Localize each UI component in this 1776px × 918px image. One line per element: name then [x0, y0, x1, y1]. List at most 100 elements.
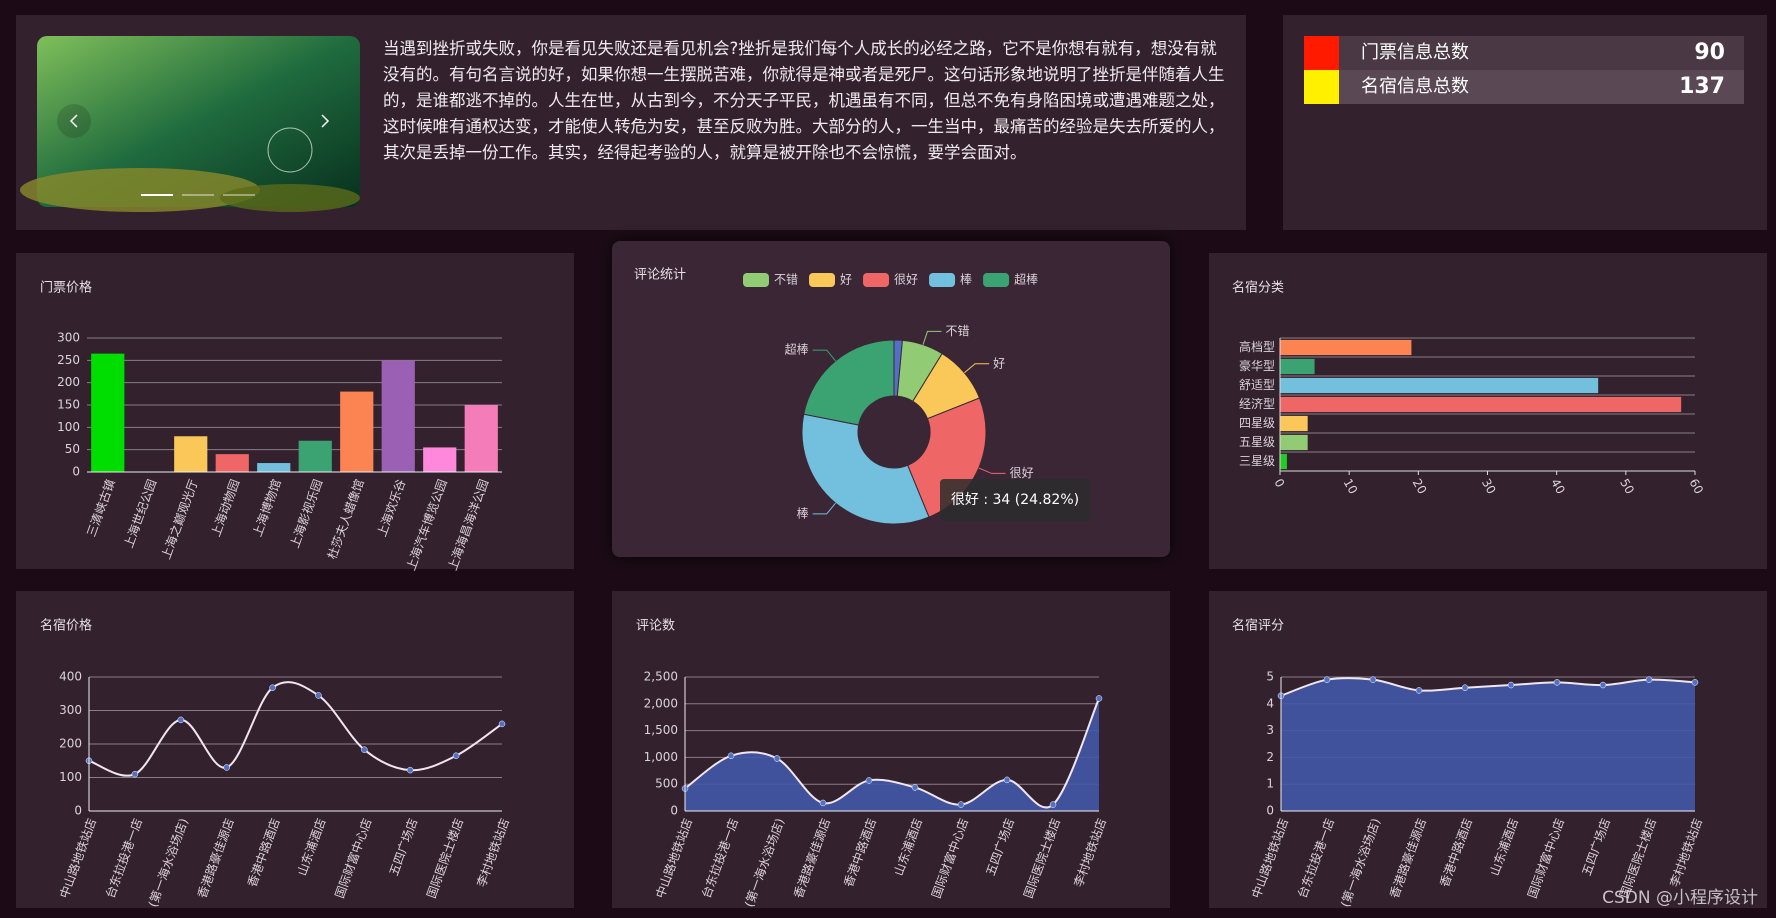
bar	[1280, 396, 1682, 413]
point	[727, 752, 735, 760]
chart-panel	[612, 591, 1170, 908]
y-tick-label: 2,500	[644, 670, 678, 684]
point	[1461, 684, 1469, 691]
legend-swatch	[863, 273, 890, 287]
bar	[1280, 415, 1308, 432]
chart-title: 门票价格	[40, 280, 92, 296]
tooltip-box	[940, 479, 1090, 521]
legend-label: 超棒	[1014, 272, 1038, 287]
point	[498, 720, 506, 728]
prev-arrow	[69, 114, 78, 128]
bar	[1280, 453, 1287, 470]
point	[819, 799, 827, 807]
y-tick-label: 250	[57, 353, 80, 367]
y-tick-label: 0	[670, 804, 678, 818]
legend-label: 棒	[960, 273, 972, 287]
point	[1553, 679, 1561, 686]
watermark: CSDN @小程序设计	[1602, 888, 1758, 908]
bar	[1280, 358, 1315, 375]
y-tick-label: 300	[59, 703, 82, 717]
area	[1281, 677, 1695, 811]
prev-button[interactable]	[57, 104, 91, 138]
y-tick-label: 三星级	[1239, 454, 1275, 468]
y-tick-label: 四星级	[1239, 416, 1275, 430]
line	[1280, 677, 1696, 697]
point	[865, 777, 873, 784]
y-tick-label: 五星级	[1239, 435, 1275, 449]
leader-line	[922, 330, 942, 345]
stat-swatch	[1304, 36, 1339, 70]
stat-value: 137	[1679, 74, 1725, 99]
y-tick-label: 1,000	[644, 750, 678, 764]
y-tick-label: 50	[65, 442, 80, 456]
point	[269, 684, 276, 691]
x-tick-label: 60	[1686, 476, 1706, 496]
y-tick-label: 300	[57, 331, 80, 345]
next-arrow[interactable]	[321, 114, 330, 128]
x-tick-label: 30	[1479, 476, 1499, 496]
stat-row	[1304, 70, 1744, 104]
y-tick-label: 100	[59, 770, 82, 784]
y-tick-label: 5	[1266, 670, 1274, 684]
chart-title: 评论数	[636, 619, 675, 634]
point	[1415, 687, 1423, 694]
legend-swatch	[983, 273, 1010, 287]
point	[406, 766, 414, 774]
point	[223, 764, 230, 771]
bar	[1280, 434, 1308, 451]
legend-label: 好	[840, 273, 852, 287]
leader-line	[812, 502, 836, 515]
y-tick-label: 3	[1266, 723, 1274, 737]
chart-title: 名宿分类	[1232, 280, 1284, 296]
chart-title: 名宿价格	[40, 618, 92, 634]
point	[1003, 776, 1011, 784]
area	[685, 698, 1099, 811]
point	[131, 770, 139, 778]
legend-label: 不错	[774, 273, 798, 287]
x-tick-label: 50	[1617, 476, 1637, 496]
bar	[215, 454, 249, 472]
legend-swatch	[929, 273, 956, 287]
moss	[220, 184, 360, 212]
slice-label: 超棒	[785, 342, 809, 357]
point	[1323, 676, 1331, 683]
point	[1369, 676, 1377, 683]
y-tick-label: 200	[57, 375, 80, 389]
y-tick-label: 高档型	[1239, 339, 1275, 354]
y-tick-label: 150	[57, 398, 80, 412]
chart-title: 名宿评分	[1232, 618, 1284, 634]
y-tick-label: 豪华型	[1239, 358, 1275, 373]
stat-row	[1304, 36, 1744, 70]
chart-title: 评论统计	[634, 268, 686, 283]
point	[1645, 676, 1653, 683]
slice-label: 很好	[1010, 466, 1034, 480]
bar	[298, 440, 332, 472]
y-tick-label: 1,500	[644, 723, 678, 737]
dandelion	[267, 127, 313, 173]
bar	[1280, 377, 1599, 394]
banner-text: 当遇到挫折或失败，你是看见失败还是看见机会?挫折是我们每个人成长的必经之路，它不…	[383, 39, 1225, 162]
stat-value: 90	[1694, 40, 1725, 65]
point	[911, 784, 919, 791]
slice-label: 不错	[945, 324, 969, 338]
legend-label: 很好	[894, 273, 918, 287]
bar	[1280, 339, 1412, 356]
bar	[423, 447, 457, 472]
carousel-image	[37, 36, 360, 207]
point	[957, 801, 965, 808]
point	[1507, 681, 1515, 689]
x-tick-label: 40	[1548, 476, 1568, 496]
point	[177, 716, 185, 724]
y-tick-label: 200	[59, 737, 82, 751]
y-tick-label: 经济型	[1239, 396, 1275, 411]
legend-swatch	[809, 273, 836, 287]
point	[773, 755, 781, 762]
point	[361, 746, 368, 753]
bar	[257, 463, 291, 472]
slice-label: 棒	[797, 506, 809, 520]
stat-swatch	[1304, 70, 1339, 104]
carousel[interactable]	[20, 36, 360, 212]
leader-line	[964, 363, 990, 374]
legend-swatch	[743, 273, 769, 287]
x-tick-label: 20	[1410, 476, 1430, 496]
